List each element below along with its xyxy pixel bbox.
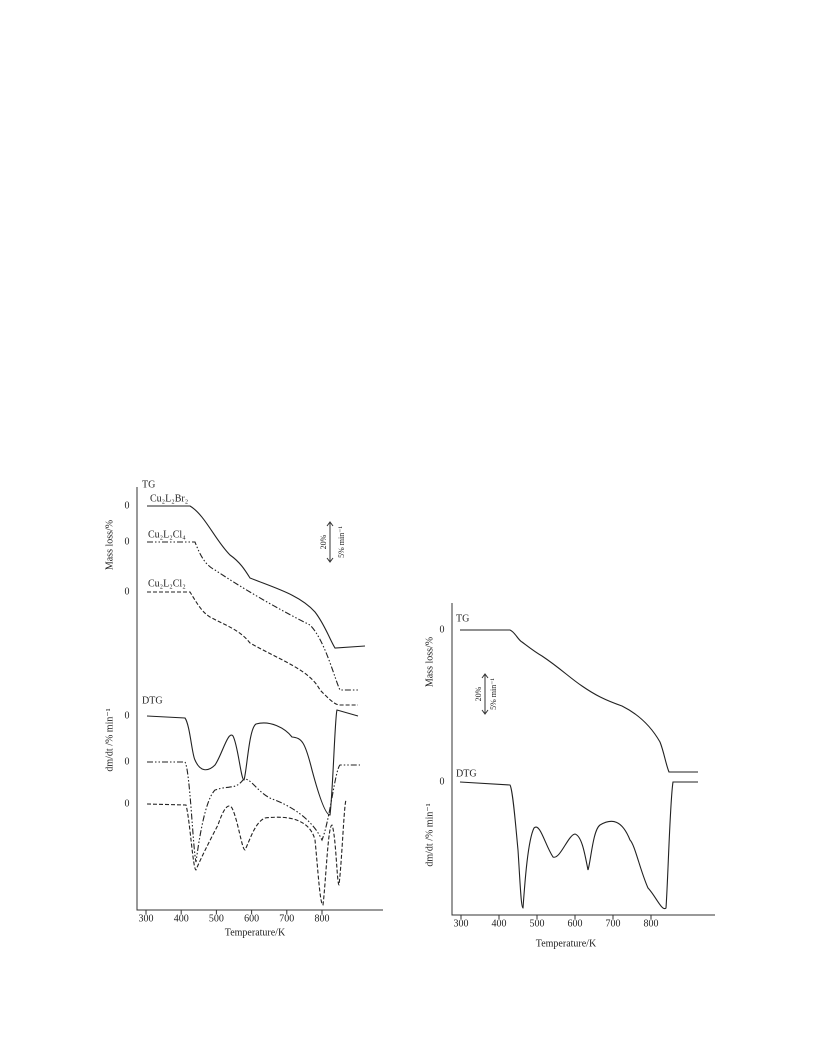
x-tick-label: 800 [315, 913, 330, 924]
tg-label: TG [142, 479, 155, 490]
x-tick-label: 600 [568, 918, 583, 929]
zero-label: 0 [125, 500, 130, 511]
tg-curve [460, 629, 698, 773]
scale-text: 5% min⁻¹ [489, 678, 498, 710]
x-ticks: 300 400 500 600 700 800 [454, 915, 659, 929]
dtg-curve [459, 781, 698, 910]
zero-label: 0 [125, 536, 130, 547]
compound-label: Cu₂L₂Br₂ [150, 493, 188, 504]
zero-label: 0 [125, 710, 130, 721]
x-tick-label: 500 [530, 918, 545, 929]
dtg-label: DTG [456, 768, 477, 779]
y-label: dm/dt /% min⁻¹ [104, 708, 115, 771]
zero-label: 0 [125, 756, 130, 767]
figure-right: TG DTG Mass loss/% dm/dt /% min⁻¹ Temper… [424, 603, 715, 949]
x-tick-label: 800 [644, 918, 659, 929]
tg-curve [147, 591, 358, 706]
scale-text: 20% [474, 686, 483, 701]
zero-label: 0 [440, 624, 445, 635]
x-ticks: 300 400 500 600 700 800 [139, 910, 330, 924]
compound-label: Cu₂L₂Cl₂ [148, 578, 186, 589]
x-tick-label: 400 [174, 913, 189, 924]
x-label: Temperature/K [536, 938, 597, 949]
tg-curve [147, 541, 358, 691]
axes [136, 487, 383, 911]
x-tick-label: 700 [279, 913, 294, 924]
dtg-label: DTG [142, 695, 163, 706]
x-tick-label: 500 [209, 913, 224, 924]
x-label: Temperature/K [225, 927, 286, 938]
x-tick-label: 700 [606, 918, 621, 929]
tg-label: TG [456, 613, 469, 624]
x-tick-label: 300 [139, 913, 154, 924]
x-tick-label: 300 [454, 918, 469, 929]
scale-text: 20% [319, 534, 328, 549]
y-label: Mass loss/% [104, 520, 115, 570]
y-label: Mass loss/% [424, 637, 435, 687]
scale-bar [326, 521, 334, 563]
scale-bar [481, 673, 489, 715]
dtg-curve [147, 761, 360, 863]
compound-label: Cu₂L₂Cl₄ [148, 529, 186, 540]
dtg-curve [146, 709, 359, 816]
x-tick-label: 400 [492, 918, 507, 929]
tg-curve [147, 505, 366, 649]
zero-label: 0 [440, 776, 445, 787]
zero-label: 0 [125, 798, 130, 809]
figure-left: TG DTG Mass loss/% dm/dt /% min⁻¹ Temper… [104, 479, 383, 938]
scale-text: 5% min⁻¹ [337, 526, 346, 558]
axes [451, 603, 715, 916]
y-label: dm/dt /% min⁻¹ [424, 803, 435, 866]
dtg-curve [146, 799, 347, 906]
x-tick-label: 600 [244, 913, 259, 924]
zero-label: 0 [125, 586, 130, 597]
